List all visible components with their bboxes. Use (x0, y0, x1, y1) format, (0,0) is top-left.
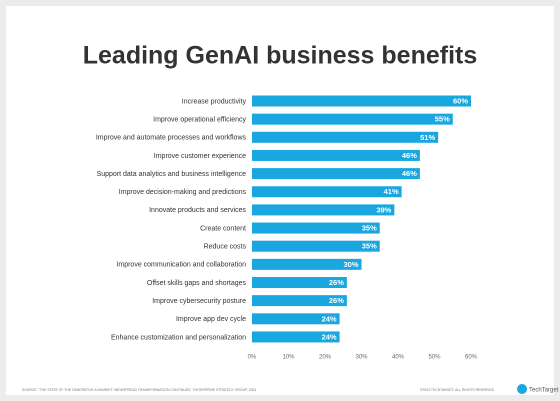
y-tick-label: Reduce costs (204, 244, 247, 251)
bar (252, 95, 471, 107)
bar (252, 313, 340, 325)
chart-title: Leading GenAI business benefits (83, 42, 478, 70)
x-tick-label: 10% (282, 355, 295, 361)
y-tick-label: Improve and automate processes and workf… (96, 135, 247, 142)
value-label: 35% (362, 242, 377, 251)
x-tick-label: 50% (428, 355, 441, 361)
value-label: 24% (322, 314, 337, 323)
panel (6, 6, 554, 395)
x-tick-label: 0% (248, 355, 257, 361)
bar (252, 258, 362, 270)
logo: TechTarget (529, 388, 559, 394)
bar (252, 131, 439, 143)
y-tick-label: Improve customer experience (154, 153, 246, 160)
y-tick-label: Increase productivity (182, 98, 247, 105)
copyright: ©2024 TECHTARGET. ALL RIGHTS RESERVED (420, 388, 495, 392)
value-label: 60% (453, 96, 468, 105)
value-label: 30% (343, 260, 358, 269)
y-tick-label: Improve app dev cycle (176, 316, 246, 323)
bar (252, 277, 347, 288)
bar (252, 240, 380, 252)
x-tick-label: 20% (319, 355, 332, 361)
bar (252, 295, 347, 307)
bar (252, 204, 395, 216)
value-label: 46% (402, 151, 417, 160)
value-label: 55% (435, 115, 450, 124)
y-tick-label: Enhance customization and personalizatio… (111, 334, 246, 341)
value-label: 24% (322, 332, 337, 341)
value-label: 39% (376, 205, 391, 214)
value-label: 46% (402, 169, 417, 178)
y-tick-label: Improve operational efficiency (153, 116, 246, 123)
y-tick-label: Create content (200, 225, 246, 232)
y-tick-label: Support data analytics and business inte… (97, 171, 247, 178)
bar (252, 168, 420, 180)
y-tick-label: Improve communication and collaboration (116, 262, 246, 269)
y-tick-label: Innovate products and services (149, 207, 246, 214)
bar (252, 331, 340, 343)
bar (252, 113, 453, 125)
x-tick-label: 40% (392, 355, 405, 361)
value-label: 51% (420, 133, 435, 142)
x-tick-label: 30% (355, 355, 368, 361)
logo-icon (517, 384, 527, 394)
value-label: 26% (329, 278, 344, 287)
value-label: 35% (362, 224, 377, 233)
y-tick-label: Offset skills gaps and shortages (147, 280, 247, 287)
y-tick-label: Improve cybersecurity posture (152, 298, 246, 305)
bar (252, 186, 402, 198)
source: SOURCE: "THE STATE OF THE GENERATIVE AI … (22, 388, 256, 392)
bar (252, 149, 420, 161)
y-tick-label: Improve decision-making and predictions (119, 189, 247, 196)
value-label: 26% (329, 296, 344, 305)
x-tick-label: 60% (465, 355, 478, 361)
value-label: 41% (384, 187, 399, 196)
bar (252, 222, 380, 234)
